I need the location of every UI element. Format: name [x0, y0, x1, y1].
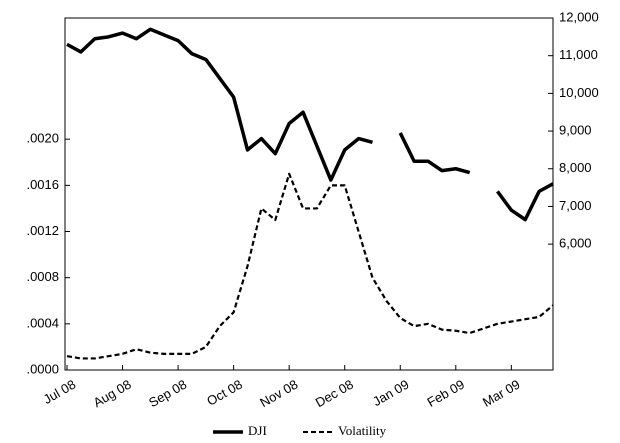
- x-tick-label: Sep 08: [146, 377, 189, 411]
- y2-tick-label: 12,000: [559, 9, 599, 24]
- series-line: [66, 172, 554, 360]
- y-tick-label: .0000: [26, 361, 59, 376]
- x-tick-label: Dec 08: [313, 377, 356, 411]
- x-tick-label: Mar 09: [480, 377, 523, 410]
- y2-tick-label: 7,000: [559, 198, 592, 213]
- x-tick-label: Jan 09: [370, 377, 411, 410]
- y-tick-label: .0020: [26, 131, 59, 146]
- x-tick-label: Nov 08: [257, 377, 300, 411]
- x-tick-label: Jul 08: [41, 377, 79, 407]
- y2-tick-label: 10,000: [559, 85, 599, 100]
- y2-tick-label: 11,000: [559, 47, 598, 62]
- y-tick-label: .0004: [26, 315, 59, 330]
- y-tick-label: .0016: [26, 177, 59, 192]
- legend: DJI Volatility: [213, 423, 387, 438]
- x-tick-label: Oct 08: [204, 377, 245, 409]
- y2-tick-label: 8,000: [559, 160, 592, 175]
- y-tick-label: .0008: [26, 269, 59, 284]
- x-tick-label: Feb 09: [424, 377, 467, 410]
- x-tick-label: Aug 08: [91, 377, 134, 411]
- series-line: [66, 27, 554, 222]
- plot-frame: [64, 17, 554, 371]
- y-tick-label: .0012: [26, 223, 59, 238]
- y2-tick-label: 9,000: [559, 122, 592, 137]
- legend-label: Volatility: [338, 423, 387, 438]
- legend-label: DJI: [248, 423, 267, 438]
- y2-tick-label: 6,000: [559, 236, 592, 251]
